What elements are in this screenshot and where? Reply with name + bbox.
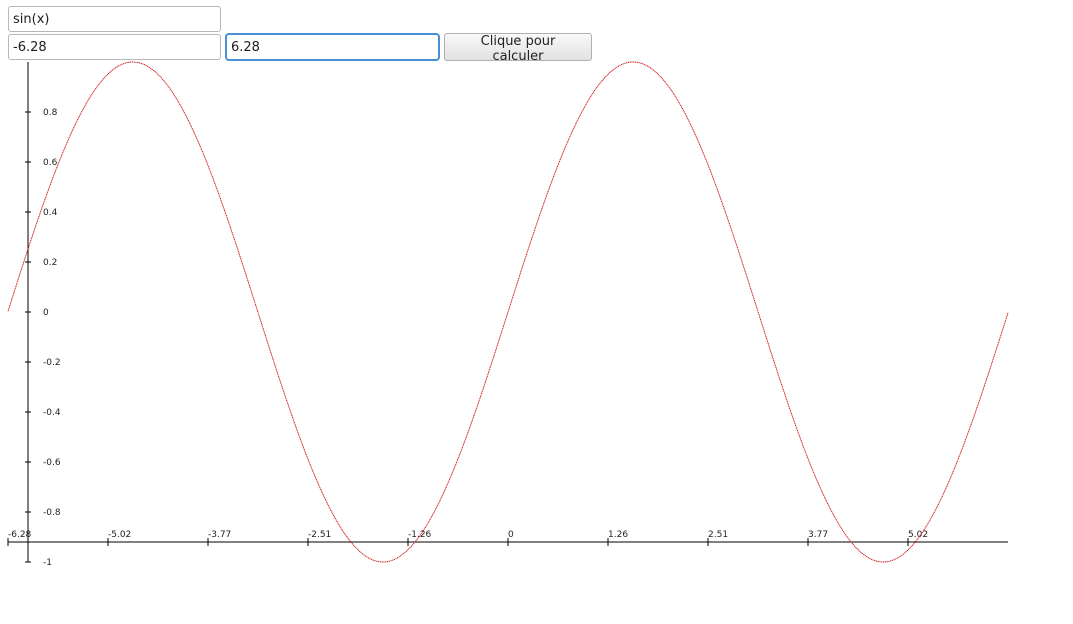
x-tick-label: 1.26 [608, 530, 628, 540]
x-tick-label: 5.02 [908, 530, 928, 540]
y-tick-label: 0.4 [43, 208, 58, 218]
x-tick-label: -5.02 [108, 530, 131, 540]
x-tick-label: 2.51 [708, 530, 728, 540]
x-tick-label: -2.51 [308, 530, 331, 540]
expression-input[interactable] [8, 6, 221, 32]
x-tick-group: -6.28 -5.02 -3.77 -2.51 -1.26 0 1.26 2.51 3.77 5.… [7, 530, 928, 546]
calculate-button[interactable]: Clique pour calculer [444, 33, 592, 64]
y-tick-label: -1 [43, 558, 52, 568]
x-min-input[interactable] [8, 34, 221, 60]
x-max-input[interactable] [226, 34, 439, 60]
series-line-sin [7, 61, 1009, 563]
y-tick-label: 0.2 [43, 258, 57, 268]
y-tick-label: -0.4 [43, 408, 61, 418]
y-tick-label: 0.8 [43, 108, 58, 118]
y-tick-label: -0.6 [43, 458, 61, 468]
y-tick-label: -0.8 [43, 508, 61, 518]
y-tick-label: -0.2 [43, 358, 61, 368]
x-tick-label: 3.77 [808, 530, 828, 540]
y-tick-group: 0.8 0.6 0.4 0.2 0 -0.2 -0.4 -0.6 -0.8 -1 [25, 108, 61, 568]
y-tick-label: 0 [43, 308, 49, 318]
x-tick-label: -3.77 [208, 530, 231, 540]
x-tick-label: -6.28 [8, 530, 32, 540]
y-tick-label: 0.6 [43, 158, 58, 168]
x-tick-label: 0 [508, 530, 514, 540]
